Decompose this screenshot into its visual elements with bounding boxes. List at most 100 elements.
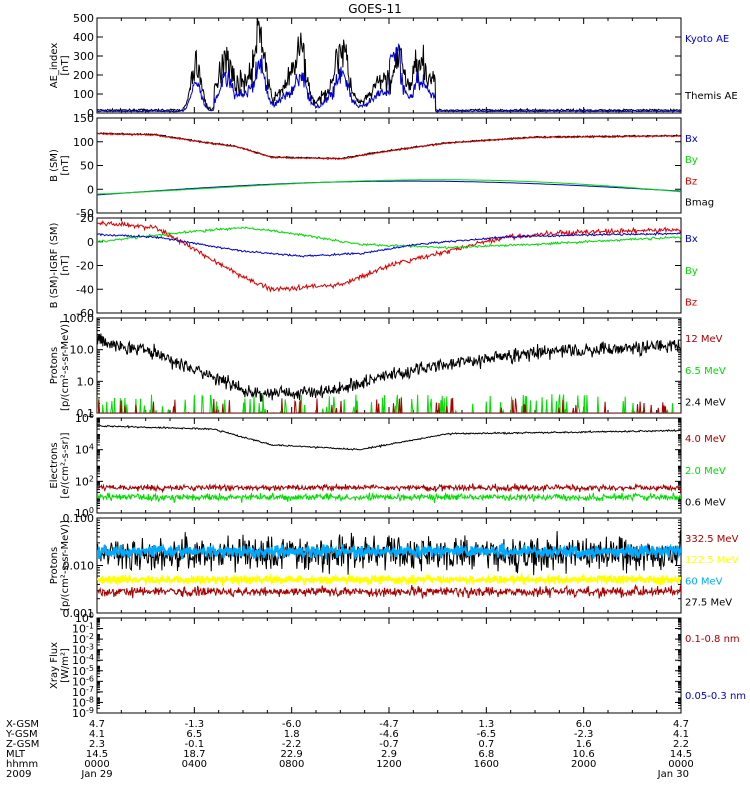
y-tick-label: 10-3 <box>72 643 94 657</box>
proton-6.5mev-line <box>97 393 681 413</box>
y-tick-label: 10-8 <box>72 695 94 709</box>
y-tick-label: 100.0 <box>63 312 95 325</box>
y-tick-label: 106 <box>75 411 94 425</box>
y-tick-label: 10-5 <box>72 664 94 678</box>
x-axis-table: X-GSM 4.7 -1.3 -6.0 -4.7 1.3 6.0 4.7 Y-GSM 4.1 6.5… <box>5 719 694 780</box>
x-axis-value: 1200 <box>376 759 401 770</box>
legend-xray-1: 0.05-0.3 nm <box>685 691 746 702</box>
y-axis-label: Xray Flux[W/m²] <box>49 642 71 689</box>
legend-protons2-2: 60 MeV <box>685 576 723 587</box>
x-axis-value: 1.3 <box>478 719 494 730</box>
x-axis-value: -2.2 <box>282 739 302 750</box>
legend-electrons-1: 2.0 MeV <box>685 466 726 477</box>
y-tick-label: 0.001 <box>63 607 95 620</box>
legend-protons1-2: 2.4 MeV <box>685 398 726 409</box>
legend-protons2-1: 122.5 MeV <box>685 555 739 566</box>
x-axis-value: 2000 <box>571 759 596 770</box>
x-axis-value: -0.7 <box>379 739 399 750</box>
y-axis-label: Electrons[e/(cm²-s-sr)] <box>49 432 71 498</box>
x-axis-value: 14.5 <box>86 749 108 760</box>
traces-electrons <box>97 424 681 504</box>
legend-electrons-0: 4.0 MeV <box>685 434 726 445</box>
y-axis-label: B (SM)[nT] <box>49 149 71 182</box>
proton-2.4mev-line <box>97 333 681 402</box>
y-tick-label: -60 <box>76 307 94 320</box>
y-tick-label: 50 <box>80 160 94 173</box>
bz-line <box>97 132 681 161</box>
legend-protons1-1: 6.5 MeV <box>685 366 726 377</box>
x-axis-value: 2.3 <box>89 739 105 750</box>
legend-bsm-3: Bmag <box>685 198 714 209</box>
electron-0.6mev-line <box>97 424 681 451</box>
y-axis-label: B (SM)-IGRF (SM)[nT] <box>49 223 71 309</box>
y-tick-label: 10-7 <box>72 685 94 699</box>
panel-bsm: -50 0 50 100 150 B (SM)[nT] Bx By Bz Bmag <box>49 112 714 220</box>
legend-bdiff-0: Bx <box>685 234 698 245</box>
x-axis-value: 14.5 <box>670 749 692 760</box>
y-tick-label: 10-6 <box>72 674 94 688</box>
x-axis-value: 1.6 <box>576 739 592 750</box>
y-tick-label: 400 <box>73 31 94 44</box>
y-tick-label: -20 <box>76 260 94 273</box>
y-tick-label: 0.100 <box>63 512 95 525</box>
x-axis-value: 1.8 <box>284 729 300 740</box>
x-axis-value: 4.7 <box>673 719 689 730</box>
traces-ae <box>97 18 681 113</box>
x-axis-value: Jan 30 <box>657 769 689 780</box>
panel-electrons: 100 102 104 106 Electrons[e/(cm²-s-sr)] 4.0 M… <box>49 411 726 520</box>
bx-line <box>97 180 681 196</box>
x-axis-row-label: hhmm <box>6 759 38 770</box>
x-axis-value: 22.9 <box>281 749 303 760</box>
x-axis-value: 4.1 <box>673 729 689 740</box>
y-tick-label: 0 <box>87 107 94 120</box>
y-tick-label: 0 <box>87 236 94 249</box>
x-axis-value: 6.5 <box>186 729 202 740</box>
panel-frame <box>96 517 682 614</box>
legend-bsm-2: Bz <box>685 176 697 187</box>
x-axis-value: 2.2 <box>673 739 689 750</box>
x-axis-value: 2.9 <box>381 749 397 760</box>
x-axis-value: -0.1 <box>185 739 205 750</box>
traces-protons2 <box>97 530 681 600</box>
x-axis-row-label: MLT <box>6 749 26 760</box>
y-tick-label: 500 <box>73 12 94 25</box>
panel-protons2: 0.001 0.010 0.100Protons[p/(cm²-s-sr-MeV)]… <box>49 512 739 620</box>
x-axis-value: 10.6 <box>573 749 595 760</box>
x-axis-row-label: 2009 <box>6 769 31 780</box>
legend-ae-1: Themis AE <box>684 91 738 102</box>
x-axis-value: 6.8 <box>478 749 494 760</box>
x-axis-value: -6.5 <box>477 729 497 740</box>
y-tick-label: 200 <box>73 69 94 82</box>
y-tick-label: 0.1 <box>77 407 95 420</box>
x-axis-value: -1.3 <box>185 719 205 730</box>
y-axis-label: AE_index[nT] <box>49 43 71 89</box>
legend-xray-0: 0.1-0.8 nm <box>685 634 740 645</box>
x-axis-row-label: Z-GSM <box>6 739 39 750</box>
y-tick-label: 100 <box>75 506 94 520</box>
y-tick-label: 20 <box>80 212 94 225</box>
panel-ae: 0 100 200 300 400 500 AE_index[nT] Kyoto AE Them… <box>49 12 738 120</box>
y-tick-label: 102 <box>75 474 94 488</box>
x-axis-value: 1600 <box>474 759 499 770</box>
x-axis-value: 0000 <box>84 759 109 770</box>
y-tick-label: 100 <box>75 611 94 625</box>
panel-protons1: 0.1 1.0 10.0 100.0Protons[p/(cm²-s-sr-MeV)]… <box>49 312 726 420</box>
x-axis-value: -4.7 <box>379 719 399 730</box>
themis-ae-line <box>97 18 681 113</box>
traces-bsm <box>97 132 681 196</box>
y-axis-label: Protons[p/(cm²-s-sr-MeV)] <box>49 320 71 411</box>
bz-line <box>97 219 681 293</box>
y-tick-label: -50 <box>76 207 94 220</box>
legend-bsm-1: By <box>685 155 698 166</box>
proton-27.5mev-line <box>97 530 681 576</box>
proton-122.5mev-line <box>97 572 681 588</box>
y-tick-label: 300 <box>73 50 94 63</box>
x-axis-row-label: Y-GSM <box>5 729 38 740</box>
electron-2.0mev-line <box>97 491 681 504</box>
legend-bdiff-2: Bz <box>685 298 697 309</box>
y-axis-label: Protons[p/(cm²-s-sr-MeV)] <box>49 520 71 611</box>
x-axis-value: 4.7 <box>89 719 105 730</box>
electron-4.0mev-line <box>97 482 681 494</box>
